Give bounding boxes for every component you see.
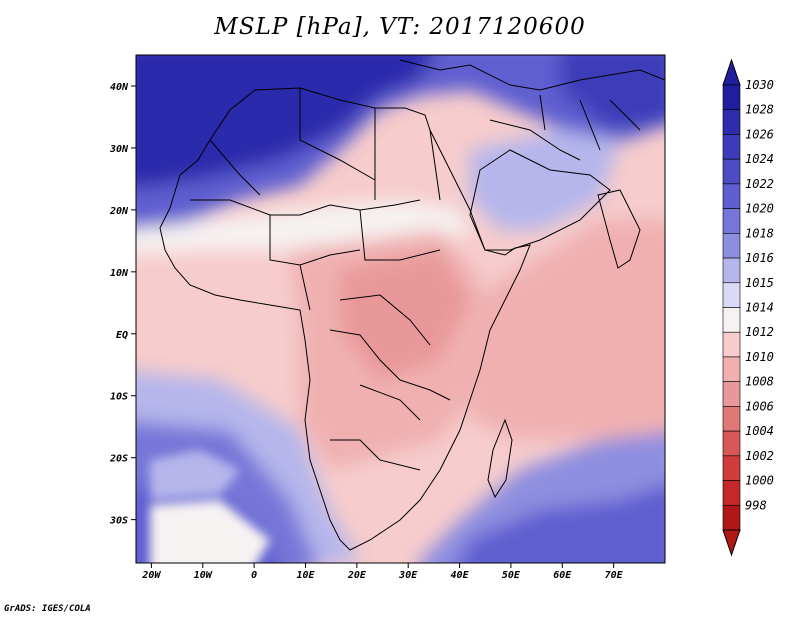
coastlines-and-borders — [159, 59, 665, 551]
colorbar-label: 1006 — [745, 399, 774, 413]
colorbar-label: 1008 — [745, 375, 774, 389]
africa-coastline — [159, 87, 531, 551]
colorbar-label: 1014 — [745, 301, 774, 315]
map-title: MSLP [hPa], VT: 2017120600 — [214, 14, 586, 40]
x-tick-label: 60E — [553, 570, 572, 581]
colorbar: 1030 1028 1026 1024 1022 1020 1018 1016 1015 1014… — [722, 58, 774, 557]
colorbar-label: 1026 — [745, 127, 774, 141]
x-tick-label: 40E — [451, 570, 470, 581]
colorbar-swatch — [722, 406, 741, 432]
colorbar-swatch — [722, 307, 741, 333]
colorbar-swatch — [722, 480, 741, 506]
axis-ticks: 20W 10W 0 10E 20E 30E 40E 50E 60E 70E 40N 30N 20N 10N… — [109, 82, 624, 581]
colorbar-swatch — [722, 158, 741, 185]
colorbar-label: 1012 — [745, 325, 774, 339]
colorbar-label: 998 — [745, 498, 767, 512]
x-tick-label: 10W — [194, 570, 213, 581]
colorbar-swatch — [722, 134, 741, 160]
colorbar-label: 1010 — [745, 350, 774, 364]
colorbar-label: 1022 — [745, 177, 774, 191]
y-tick-label: 10N — [110, 268, 129, 279]
colorbar-label: 1000 — [745, 474, 774, 488]
x-tick-label: 20E — [347, 570, 367, 581]
colorbar-swatch — [722, 84, 741, 111]
pressure-field — [136, 55, 665, 563]
colorbar-swatch — [722, 208, 741, 234]
colorbar-swatch — [722, 109, 741, 135]
x-tick-label: 0 — [251, 570, 257, 581]
x-tick-label: 20W — [141, 570, 161, 581]
colorbar-label: 1002 — [745, 449, 774, 463]
plot-frame — [135, 54, 666, 564]
colorbar-swatch — [722, 331, 741, 358]
y-tick-label: 40N — [110, 82, 129, 93]
colorbar-swatch — [722, 257, 741, 284]
credit-label: GrADS: IGES/COLA — [4, 604, 91, 614]
colorbar-label: 1024 — [745, 152, 774, 166]
x-tick-label: 50E — [502, 570, 521, 581]
colorbar-swatch — [722, 356, 741, 382]
colorbar-swatch — [722, 183, 741, 209]
colorbar-swatch — [722, 233, 741, 259]
x-tick-label: 70E — [605, 570, 624, 581]
colorbar-top-arrow — [722, 58, 741, 86]
colorbar-swatch — [722, 504, 741, 531]
y-tick-label: 30S — [109, 516, 128, 527]
y-tick-label: 20N — [109, 206, 129, 217]
y-tick-label: 10S — [110, 392, 128, 403]
colorbar-label: 1020 — [745, 202, 774, 216]
colorbar-bottom-arrow — [722, 529, 741, 557]
country-borders — [190, 88, 451, 471]
eurasia-coastline — [399, 59, 665, 91]
y-tick-label: 30N — [109, 144, 129, 155]
colorbar-label: 1016 — [745, 251, 774, 265]
y-tick-label: 20S — [109, 454, 128, 465]
india-coastline — [597, 189, 641, 269]
colorbar-swatch — [722, 381, 741, 407]
colorbar-label: 1004 — [745, 424, 774, 438]
colorbar-label: 1015 — [745, 276, 774, 290]
colorbar-label: 1018 — [745, 226, 774, 240]
x-tick-label: 10E — [296, 570, 315, 581]
arabia-coastline — [469, 149, 611, 251]
colorbar-swatch — [722, 430, 741, 457]
colorbar-swatch — [722, 282, 741, 308]
madagascar-coastline — [487, 418, 513, 499]
middle-east-borders — [489, 94, 641, 161]
colorbar-label: 1028 — [745, 103, 774, 117]
x-tick-label: 30E — [398, 570, 418, 581]
colorbar-swatch — [722, 455, 741, 481]
colorbar-label: 1030 — [745, 78, 774, 92]
y-tick-label: EQ — [116, 330, 128, 341]
